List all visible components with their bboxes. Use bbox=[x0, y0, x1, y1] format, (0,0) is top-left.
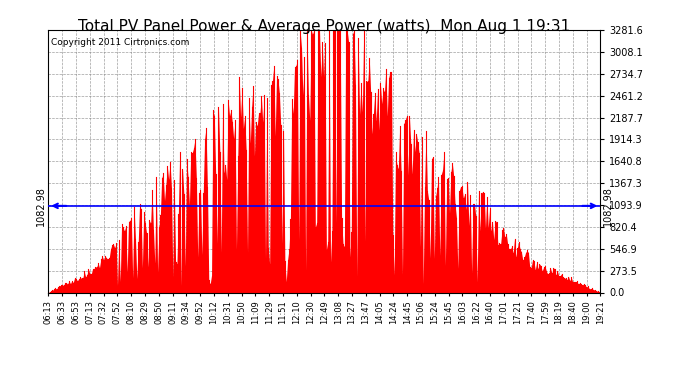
Text: 1082.98: 1082.98 bbox=[603, 186, 613, 226]
Text: 1082.98: 1082.98 bbox=[36, 186, 46, 226]
Text: Copyright 2011 Cirtronics.com: Copyright 2011 Cirtronics.com bbox=[51, 38, 190, 47]
Text: Total PV Panel Power & Average Power (watts)  Mon Aug 1 19:31: Total PV Panel Power & Average Power (wa… bbox=[78, 19, 571, 34]
